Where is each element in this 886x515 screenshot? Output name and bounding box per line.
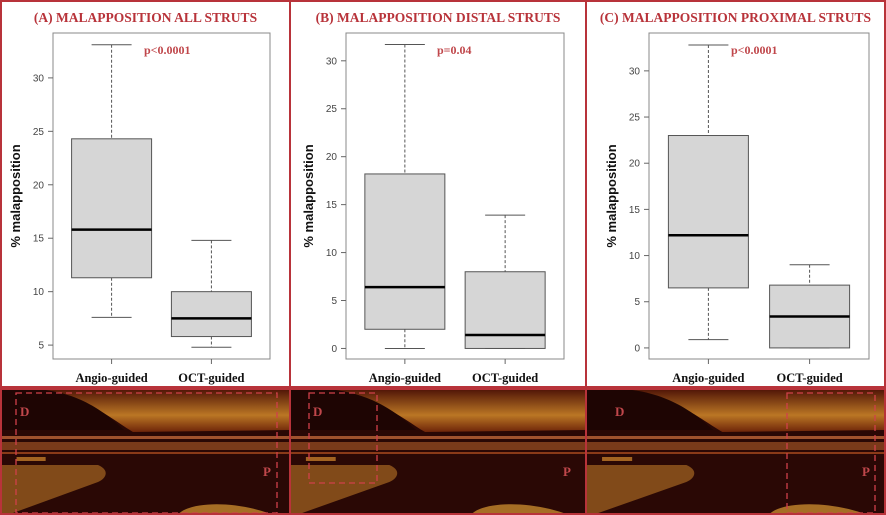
y-tick-label: 0 [331,344,337,355]
catheter-band [291,442,585,450]
strut-reflection [305,457,336,461]
x-tick-label: OCT-guided [178,371,244,385]
box-oct-guided [170,239,252,348]
y-axis-label: % malapposition [604,144,619,247]
panel-a-all-struts: (A) MALAPPOSITION ALL STRUTS 5 10 15 20 25 30%… [0,0,291,388]
p-value-annotation: p<0.0001 [144,43,191,57]
panel-title: (C) MALAPPOSITION PROXIMAL STRUTS [600,10,871,25]
lower-vessel-wall [291,465,398,513]
y-tick-label: 20 [629,159,641,170]
panel-title: (B) MALAPPOSITION DISTAL STRUTS [316,10,561,25]
panel-title: (A) MALAPPOSITION ALL STRUTS [34,10,257,25]
proximal-label: P [862,464,870,479]
y-tick-label: 15 [326,200,338,211]
y-tick-label: 20 [33,180,45,191]
oct-longitudinal-view: DP [2,390,289,513]
strut-reflection [602,457,633,461]
y-tick-label: 30 [326,56,338,67]
lower-plaque [770,504,863,513]
box-oct-guided [769,264,851,349]
lower-vessel-wall [587,465,695,513]
oct-longitudinal-view: DP [291,390,585,513]
y-tick-label: 10 [326,248,338,259]
catheter-line [291,452,585,454]
catheter-line [2,452,289,454]
upper-vessel-wall [2,390,289,432]
iqr-box [364,173,446,330]
boxplot-chart: (A) MALAPPOSITION ALL STRUTS 5 10 15 20 25 30%… [8,10,271,385]
highlight-region-box [786,392,876,513]
p-value-annotation: p<0.0001 [731,43,778,57]
x-tick-label: Angio-guided [75,371,147,385]
y-tick-label: 30 [629,66,641,77]
upper-vessel-wall [587,390,884,432]
y-tick-label: 15 [33,234,45,245]
proximal-label: P [263,464,271,479]
plot-frame [345,32,565,360]
y-tick-label: 30 [33,73,45,84]
catheter-line [587,452,884,454]
boxplot-chart: (B) MALAPPOSITION DISTAL STRUTS 0 5 10 15 20 2… [301,10,565,385]
y-tick-label: 25 [33,127,45,138]
proximal-label: P [563,464,571,479]
y-tick-label: 25 [629,113,641,124]
lumen-dark [291,390,417,430]
catheter-line [2,436,289,439]
plot-frame [52,32,271,360]
lumen-dark [2,390,125,430]
iqr-box [667,135,749,289]
catheter-line [291,436,585,439]
iqr-box [71,138,153,279]
y-axis-label: % malapposition [8,144,23,247]
catheter-band [587,442,884,450]
lumen-dark [587,390,714,430]
iqr-box [170,291,252,338]
upper-vessel-wall [291,390,585,432]
catheter-band [2,442,289,450]
y-tick-label: 20 [326,152,338,163]
distal-label: D [20,404,29,419]
x-tick-label: Angio-guided [369,371,441,385]
lower-vessel-wall [2,465,106,513]
highlight-region-box [308,392,378,484]
y-tick-label: 10 [629,251,641,262]
iqr-box [464,271,546,349]
oct-longitudinal-view: DP [587,390,884,513]
y-tick-label: 25 [326,104,338,115]
y-tick-label: 5 [38,341,44,352]
highlight-region-box [15,392,278,513]
x-tick-label: OCT-guided [776,371,842,385]
x-tick-label: Angio-guided [672,371,744,385]
catheter-line [587,436,884,439]
box-angio-guided [667,44,749,341]
boxplot-chart: (C) MALAPPOSITION PROXIMAL STRUTS 0 5 10 15 2… [600,10,871,385]
y-tick-label: 15 [629,205,641,216]
panel-c-proximal-struts: (C) MALAPPOSITION PROXIMAL STRUTS 0 5 10 15 2… [585,0,886,388]
lower-plaque [472,504,564,513]
box-oct-guided [464,214,546,349]
y-tick-label: 10 [33,287,45,298]
box-angio-guided [71,44,153,318]
plot-frame [648,32,870,360]
y-tick-label: 0 [634,343,640,354]
strut-reflection [16,457,46,461]
p-value-annotation: p=0.04 [437,43,472,57]
lower-plaque [179,504,268,513]
x-tick-label: OCT-guided [472,371,538,385]
y-axis-label: % malapposition [301,144,316,247]
box-angio-guided [364,44,446,349]
distal-label: D [313,404,322,419]
y-tick-label: 5 [634,297,640,308]
y-tick-label: 5 [331,296,337,307]
distal-label: D [615,404,624,419]
panel-b-distal-struts: (B) MALAPPOSITION DISTAL STRUTS 0 5 10 15 20 2… [289,0,587,388]
